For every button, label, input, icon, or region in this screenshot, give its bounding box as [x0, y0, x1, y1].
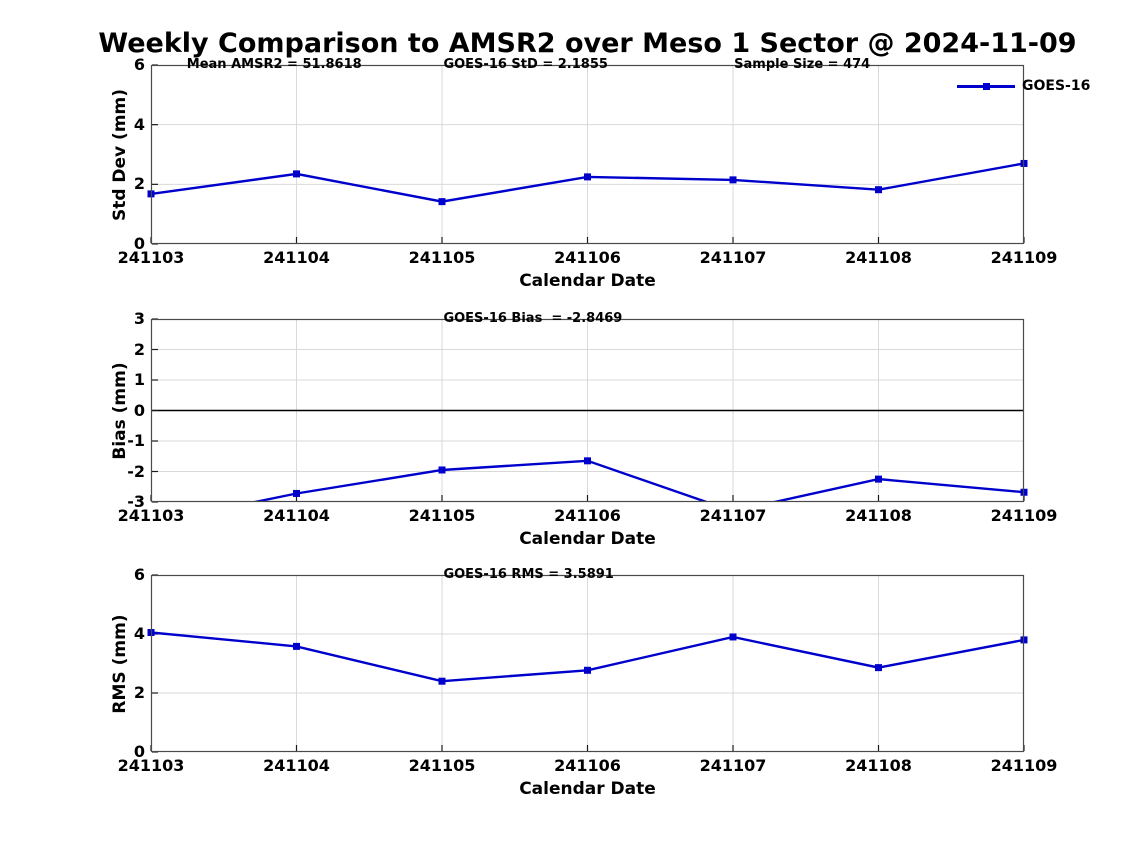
y-tick-label: 6	[133, 565, 145, 584]
y-tick-label: 2	[133, 339, 145, 359]
plot-canvas	[147, 64, 1028, 245]
plot-box	[150, 318, 1025, 503]
data-series-group	[148, 457, 1028, 527]
y-tick-label: 2	[133, 683, 145, 702]
plot-box	[150, 574, 1025, 753]
x-tick-label: 241106	[554, 506, 621, 525]
data-line	[150, 631, 1025, 683]
x-tick-label: 241103	[117, 756, 185, 775]
data-point-marker	[147, 190, 155, 198]
y-tick-label: 4	[133, 624, 145, 643]
x-tick-label: 241108	[845, 248, 912, 267]
legend-line	[957, 85, 1015, 88]
x-axis-label: Calendar Date	[519, 271, 656, 291]
x-tick-label: 241108	[845, 756, 912, 775]
data-point-marker	[729, 176, 737, 184]
legend-marker	[983, 83, 990, 90]
y-tick-label: 4	[133, 114, 145, 134]
x-tick-label: 241105	[408, 756, 476, 775]
data-line	[150, 162, 1025, 203]
plot-canvas	[147, 574, 1028, 753]
data-point-marker	[147, 629, 155, 637]
y-tick-label: 0	[133, 742, 145, 761]
y-tick-label: -2	[127, 461, 145, 481]
data-point-marker	[1020, 488, 1028, 496]
y-tick-label: 0	[133, 234, 145, 253]
data-point-marker	[584, 173, 591, 181]
data-point-marker	[1020, 636, 1028, 644]
x-tick-label: 241109	[990, 506, 1058, 525]
y-tick-label: 1	[133, 370, 145, 389]
x-axis-label: Calendar Date	[519, 529, 656, 549]
x-tick-label: 241109	[990, 756, 1058, 775]
y-tick-label: 2	[133, 174, 145, 194]
data-point-marker	[438, 677, 446, 685]
data-series-group	[147, 629, 1028, 685]
data-point-marker	[730, 508, 737, 515]
data-point-marker	[1020, 159, 1028, 167]
x-tick-label: 241103	[117, 248, 185, 267]
data-point-marker	[729, 633, 737, 641]
x-tick-label: 241104	[263, 248, 330, 267]
data-line	[249, 459, 1025, 502]
figure-title: Weekly Comparison to AMSR2 over Meso 1 S…	[98, 28, 1077, 59]
x-axis-label: Calendar Date	[519, 779, 656, 799]
y-tick-label: 3	[133, 309, 145, 328]
x-tick-label: 241105	[408, 248, 476, 267]
x-tick-label: 241106	[554, 248, 621, 267]
stat-annotation: GOES-16 RMS = 3.5891	[443, 567, 614, 582]
x-tick-label: 241108	[845, 506, 912, 525]
x-tick-label: 241107	[699, 506, 767, 525]
plot-canvas	[150, 318, 1028, 503]
x-tick-label: 241107	[699, 756, 767, 775]
stat-annotation: GOES-16 Bias = -2.8469	[443, 311, 623, 326]
x-tick-label: 241103	[117, 506, 185, 525]
y-axis-label: RMS (mm)	[110, 613, 130, 714]
data-point-marker	[875, 664, 882, 672]
data-point-marker	[293, 170, 300, 178]
data-point-marker	[584, 666, 591, 674]
data-point-marker	[293, 642, 300, 650]
data-point-marker	[438, 198, 446, 206]
x-tick-label: 241109	[990, 248, 1058, 267]
x-tick-label: 241104	[263, 756, 330, 775]
data-point-marker	[584, 457, 591, 465]
x-tick-label: 241104	[263, 506, 330, 525]
data-point-marker	[148, 520, 155, 527]
data-point-marker	[875, 475, 882, 483]
data-series-group	[147, 159, 1028, 206]
data-point-marker	[875, 186, 882, 194]
plot-box	[150, 64, 1025, 245]
y-tick-label: 0	[133, 400, 145, 420]
x-tick-label: 241107	[699, 248, 767, 267]
legend-label: GOES-16	[1022, 78, 1091, 94]
y-tick-label: -1	[127, 431, 145, 450]
x-tick-label: 241106	[554, 756, 621, 775]
y-tick-label: -3	[127, 492, 145, 511]
x-tick-label: 241105	[408, 506, 476, 525]
data-point-marker	[438, 466, 446, 474]
y-axis-label: Bias (mm)	[110, 361, 130, 460]
data-point-marker	[293, 489, 300, 497]
